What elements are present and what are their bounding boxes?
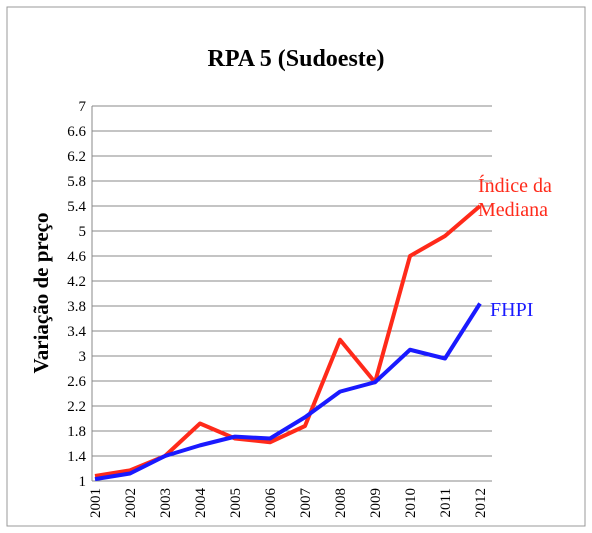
x-tick-label: 2002 xyxy=(123,488,139,518)
y-tick-label: 6.2 xyxy=(67,149,86,165)
x-tick-label: 2012 xyxy=(473,488,489,518)
x-tick-label: 2005 xyxy=(228,488,244,518)
x-tick-label: 2004 xyxy=(193,488,209,519)
y-tick-label: 4.2 xyxy=(67,274,86,290)
x-tick-label: 2011 xyxy=(438,488,454,517)
y-tick-label: 4.6 xyxy=(67,249,86,265)
chart-title: RPA 5 (Sudoeste) xyxy=(208,46,385,72)
y-tick-label: 1.4 xyxy=(67,449,86,465)
y-tick-label: 5 xyxy=(79,224,87,240)
y-tick-label: 1.8 xyxy=(67,424,86,440)
legend-label-box: FHPI xyxy=(490,299,534,321)
y-axis-label: Variação de preço xyxy=(29,213,53,374)
legend-label-box: Índice da Mediana xyxy=(478,175,552,221)
x-tick-label: 2010 xyxy=(403,488,419,518)
y-tick-label: 2.2 xyxy=(67,399,86,415)
y-tick-label: 6.6 xyxy=(67,124,86,140)
y-tick-label: 3.4 xyxy=(67,324,86,340)
y-tick-label: 7 xyxy=(79,99,87,115)
chart-frame xyxy=(6,6,586,527)
y-tick-label: 3.8 xyxy=(67,299,86,315)
legend-label: Índice da Mediana xyxy=(478,175,552,221)
x-tick-label: 2007 xyxy=(298,488,314,519)
y-tick-label: 5.8 xyxy=(67,174,86,190)
y-tick-label: 3 xyxy=(79,349,87,365)
x-tick-label: 2008 xyxy=(333,488,349,518)
y-tick-label: 2.6 xyxy=(67,374,86,390)
x-tick-label: 2001 xyxy=(88,488,104,518)
y-tick-label: 1 xyxy=(79,474,87,490)
legend-label: FHPI xyxy=(490,299,534,321)
x-tick-label: 2009 xyxy=(368,488,384,518)
y-tick-label: 5.4 xyxy=(67,199,86,215)
x-tick-label: 2006 xyxy=(263,488,279,519)
series-line xyxy=(94,302,482,482)
x-tick-label: 2003 xyxy=(158,488,174,518)
